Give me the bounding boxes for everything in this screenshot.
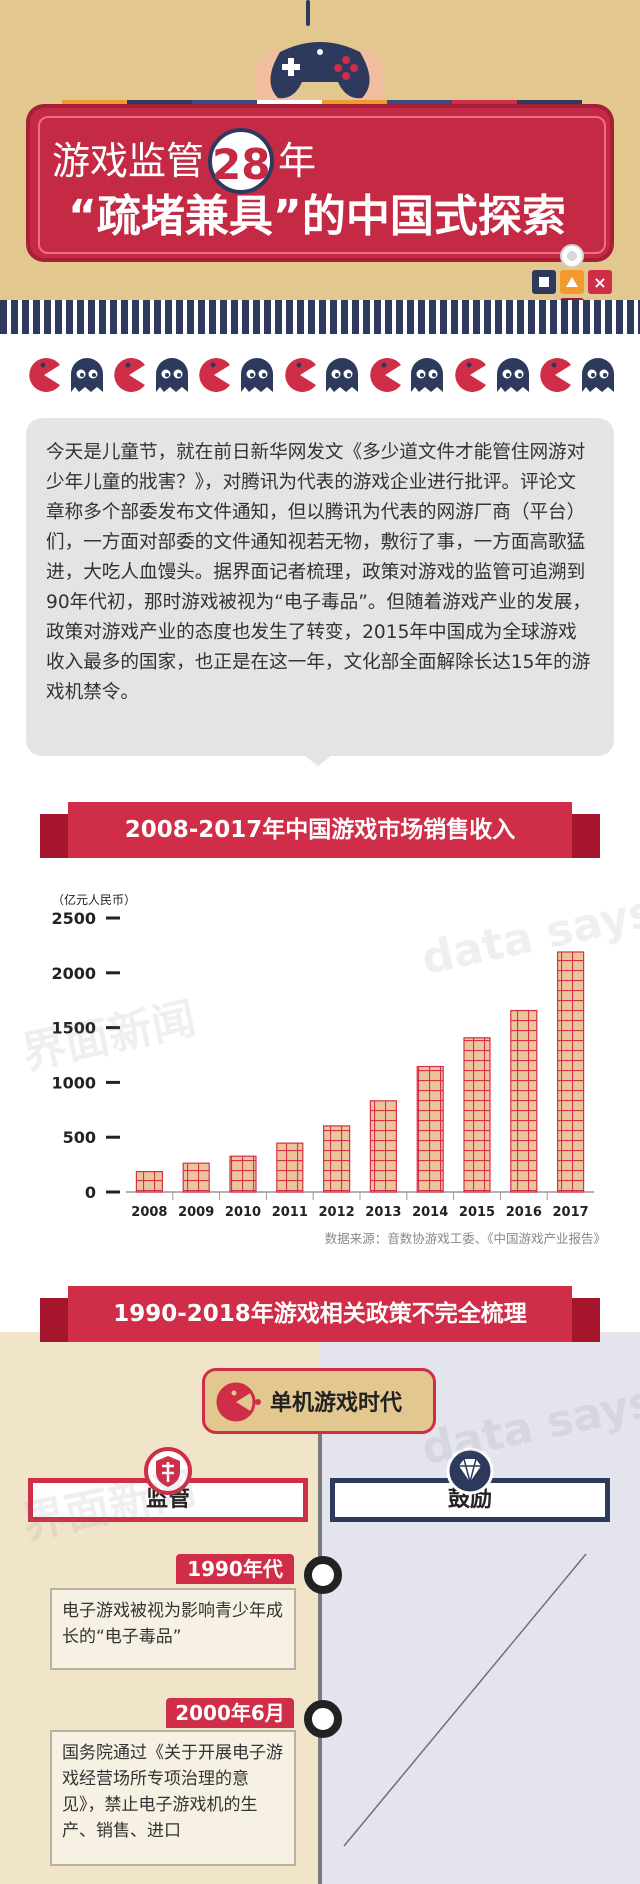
y-axis-unit-label: （亿元人民币） (52, 892, 136, 907)
title-prefix: 游戏监管 (52, 139, 205, 183)
ghost-icon (581, 358, 614, 392)
y-tick-label: 0 (85, 1183, 96, 1202)
y-tick-label: 1500 (51, 1019, 96, 1038)
bar-2008 (135, 1171, 163, 1193)
ghost-icon (411, 358, 444, 392)
policy-ribbon-front: 1990-2018年游戏相关政策不完全梳理 (0, 1284, 640, 1364)
x-tick-label: 2009 (178, 1205, 214, 1220)
policy-ribbon-title: 1990-2018年游戏相关政策不完全梳理 (68, 1286, 572, 1342)
ghost-icon (326, 358, 359, 392)
intro-bubble-tail (300, 752, 336, 766)
bar-2016 (510, 1009, 538, 1193)
title-number-badge: 28 (208, 128, 275, 194)
shield-icon (144, 1447, 192, 1495)
x-tick-label: 2017 (553, 1205, 589, 1220)
ghost-icon (241, 358, 274, 392)
chart-ribbon: 2008-2017年中国游戏市场销售收入 (0, 800, 640, 880)
y-tick-label: 1000 (51, 1073, 96, 1092)
bar-2015 (463, 1037, 491, 1193)
title-line-2: “疏堵兼具”的中国式探索 (68, 191, 566, 242)
timeline-line (318, 1420, 322, 1884)
event-card: 电子游戏被视为影响青少年成长的“电子毒品” (50, 1588, 296, 1670)
diamond-icon (446, 1447, 494, 1495)
pacman-icon (199, 358, 231, 392)
title-banner (30, 108, 610, 258)
pacman-icon (455, 358, 487, 392)
x-tick-label: 2012 (319, 1205, 355, 1220)
intro-bubble (26, 418, 614, 756)
gamepad-icon (254, 42, 386, 110)
title-suffix: 年 (278, 139, 317, 183)
bar-2014 (416, 1065, 444, 1193)
color-stripe (62, 100, 582, 109)
x-tick-label: 2014 (412, 1205, 448, 1220)
timeline-dot (304, 1700, 342, 1738)
x-tick-label: 2016 (506, 1205, 542, 1220)
square-button-icon (532, 270, 556, 294)
cross-button-icon: × (588, 270, 612, 294)
event-card: 国务院通过《关于开展电子游戏经营场所专项治理的意见》，禁止电子游戏机的生产、销售… (50, 1730, 296, 1866)
empty-slot-diagonal (343, 1553, 587, 1847)
bar-2011 (276, 1142, 304, 1193)
bar-2010 (229, 1155, 257, 1193)
y-tick-label: 500 (63, 1128, 96, 1147)
ghost-icon (70, 358, 103, 392)
circle-button-icon (560, 244, 584, 268)
pacman-icon (114, 358, 146, 392)
title-line-1: 游戏监管 28 年 (52, 128, 316, 194)
intro-text: 今天是儿童节，就在前日新华网发文《多少道文件才能管住网游对少年儿童的戕害？》，对… (46, 442, 591, 703)
character-row (26, 356, 616, 396)
event-date: 1990年代 (176, 1554, 294, 1584)
pacman-icon (370, 358, 401, 392)
x-tick-label: 2011 (272, 1205, 308, 1220)
y-tick-label: 2500 (51, 909, 96, 928)
title-banner-border (38, 116, 606, 254)
gamepad-cable (306, 0, 310, 26)
pacman-icon (540, 358, 572, 392)
ghost-icon (496, 358, 529, 392)
x-tick-label: 2010 (225, 1205, 261, 1220)
triangle-button-icon (560, 270, 584, 294)
event-date: 2000年6月 (166, 1698, 294, 1728)
era-label: 单机游戏时代 (270, 1391, 403, 1416)
pacman-icon (284, 358, 316, 392)
bar-2017 (556, 951, 585, 1193)
x-tick-label: 2008 (131, 1205, 167, 1220)
x-tick-label: 2013 (365, 1205, 401, 1220)
chart-source-note: 数据来源：音数协游戏工委、《中国游戏产业报告》 (324, 1231, 606, 1246)
x-tick-label: 2015 (459, 1205, 495, 1220)
pacman-icon (216, 1382, 261, 1422)
chart-ribbon-title: 2008-2017年中国游戏市场销售收入 (68, 802, 572, 858)
ghost-icon (155, 358, 188, 392)
era-box (202, 1368, 436, 1434)
bar-2013 (369, 1100, 397, 1193)
revenue-bar-chart: （亿元人民币） 0 500 1000 1500 2000 2500 2008 2009 201… (51, 892, 594, 1220)
pacman-icon (29, 358, 60, 392)
bar-2012 (323, 1125, 351, 1193)
y-tick-label: 2000 (51, 964, 96, 983)
bar-2009 (182, 1162, 210, 1193)
timeline-dot (304, 1556, 342, 1594)
barcode-stripe (0, 300, 640, 334)
